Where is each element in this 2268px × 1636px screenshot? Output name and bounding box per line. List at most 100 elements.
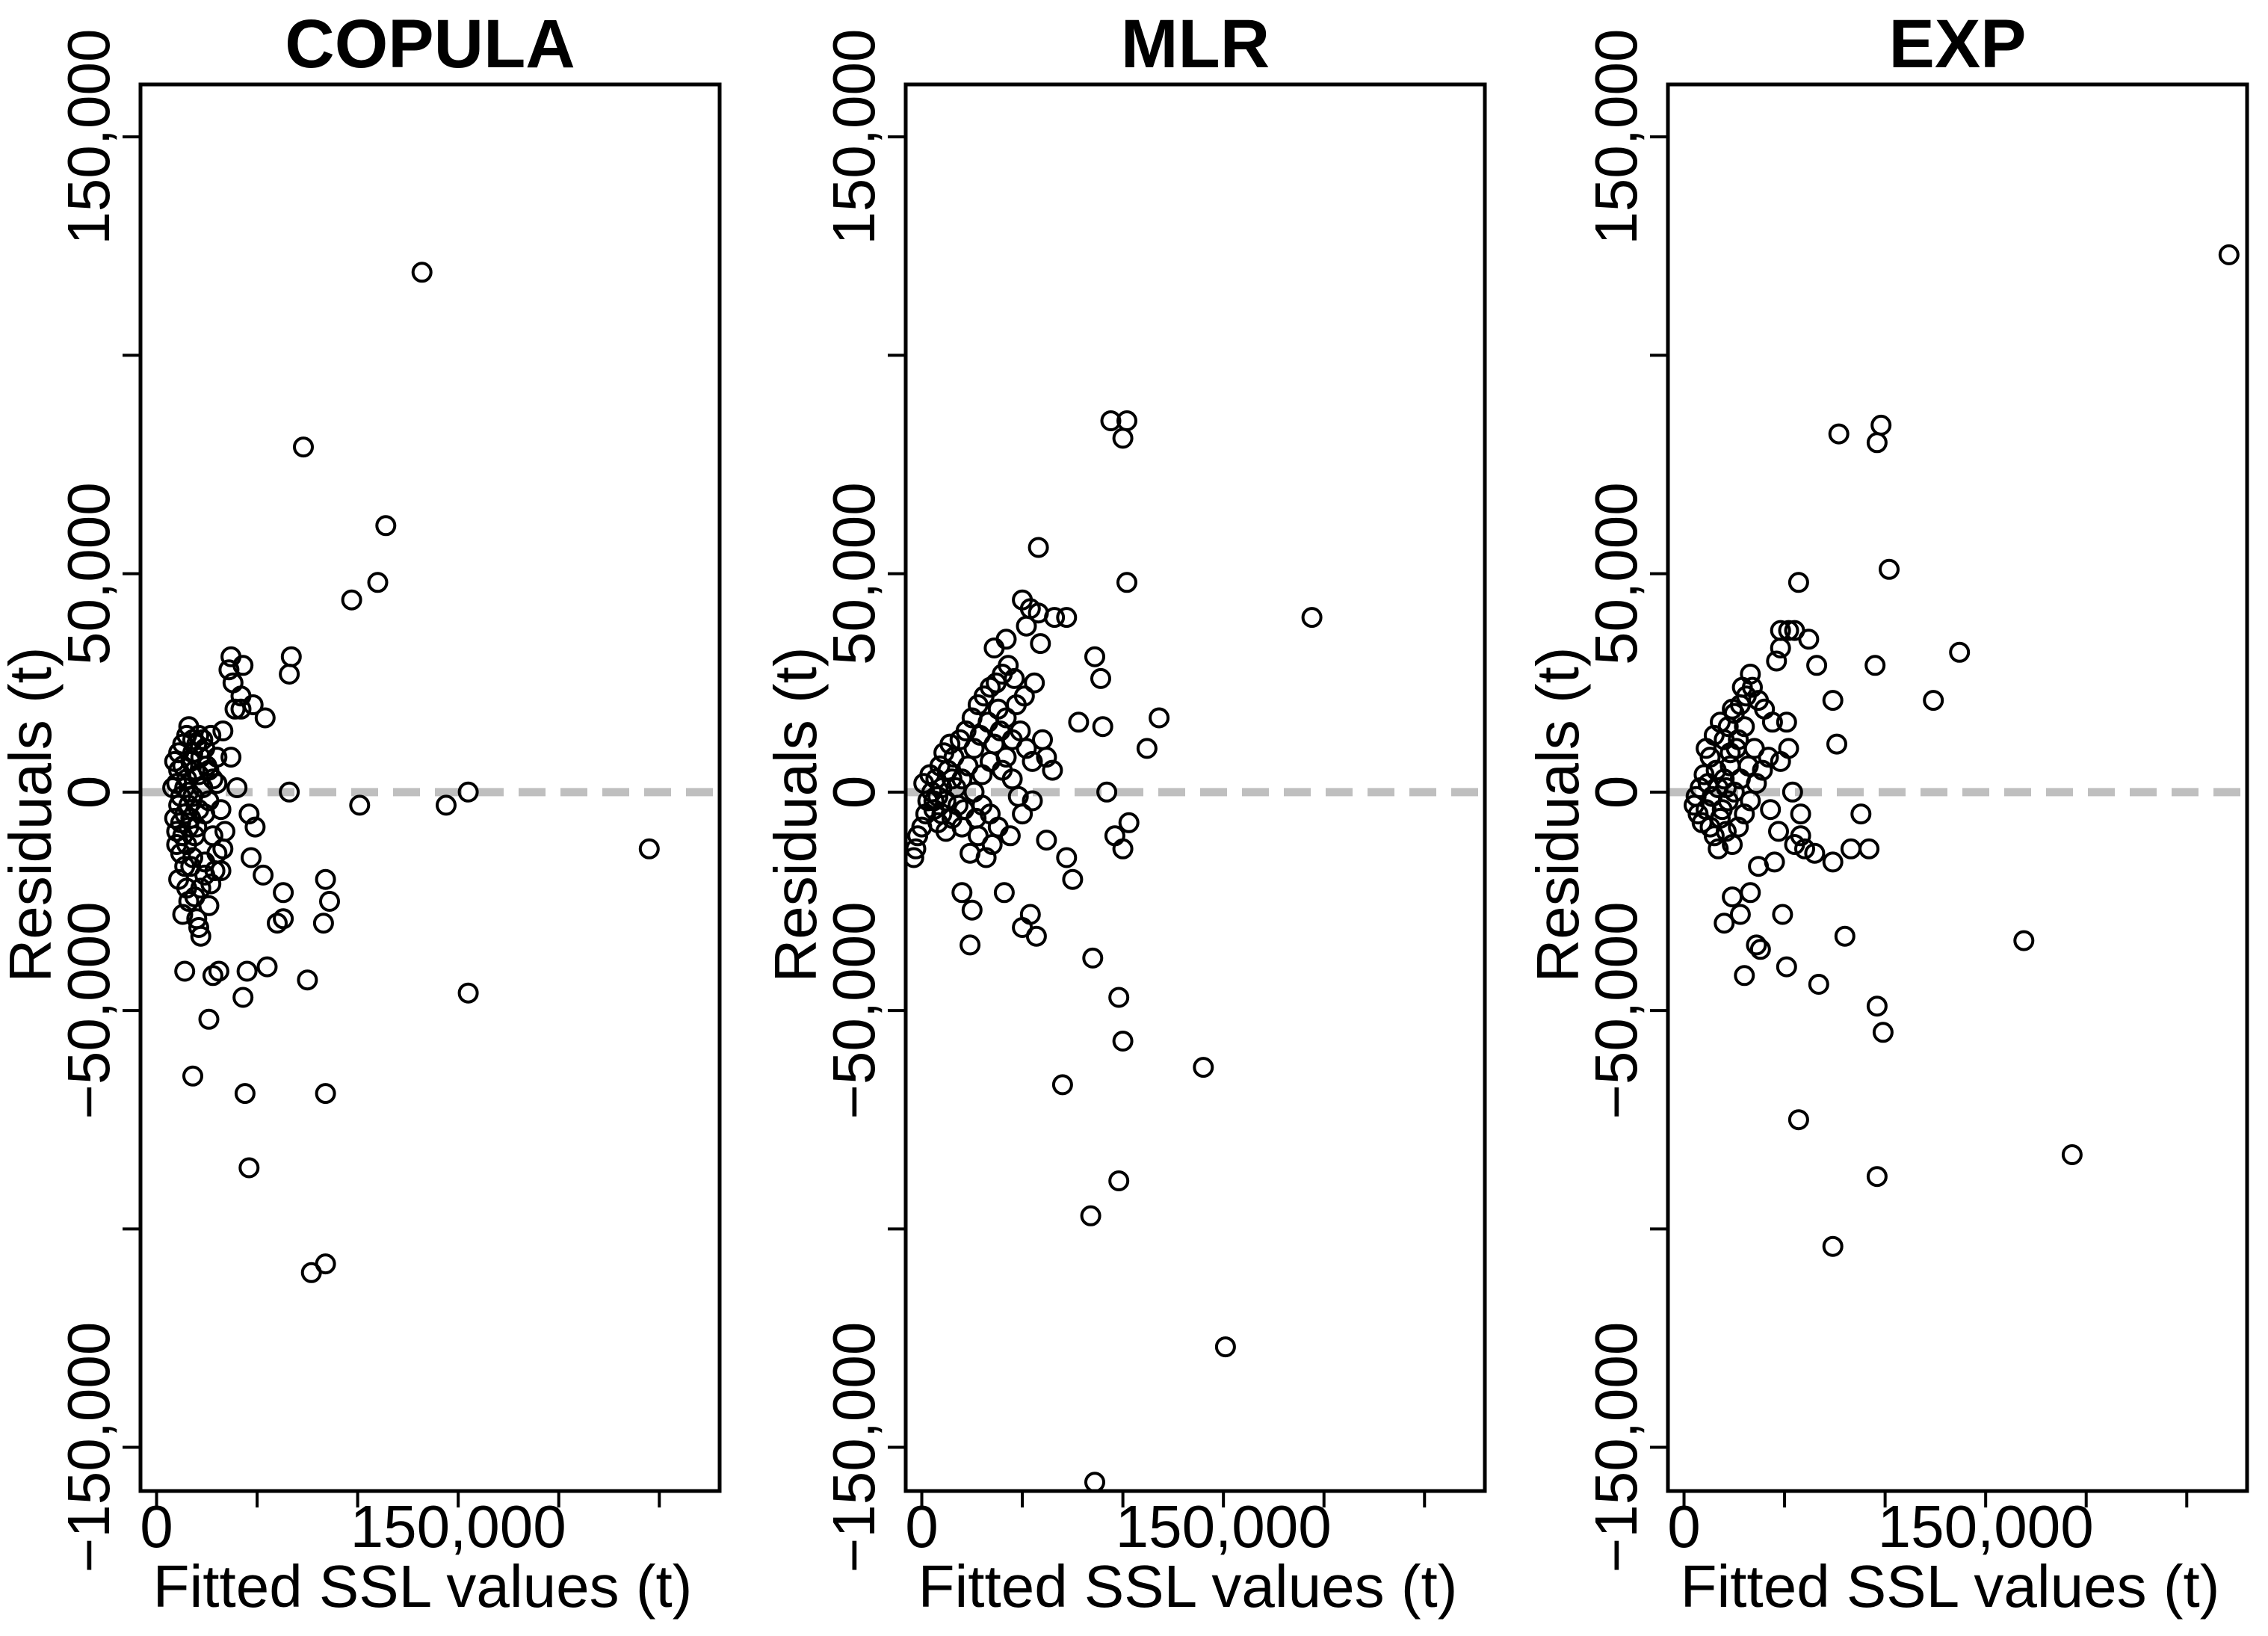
y-tick-label: 0 bbox=[821, 776, 887, 809]
data-point bbox=[232, 987, 254, 1008]
y-tick-label: −50,000 bbox=[55, 901, 122, 1119]
data-points bbox=[906, 410, 1323, 1491]
plot-frame bbox=[138, 82, 722, 1493]
data-point bbox=[1028, 537, 1049, 558]
data-point bbox=[1719, 742, 1741, 764]
data-point bbox=[983, 638, 1005, 658]
data-point bbox=[279, 664, 300, 685]
data-point bbox=[1016, 738, 1037, 759]
data-point bbox=[1794, 838, 1815, 859]
y-tick-label: −150,000 bbox=[55, 1322, 122, 1573]
data-point bbox=[174, 960, 196, 982]
plot-frame bbox=[903, 82, 1487, 1493]
x-tick-label: 0 bbox=[905, 1493, 939, 1560]
data-point bbox=[1866, 1166, 1888, 1188]
panel-exp: EXP −150,000 −50,000 0 50,000 150,000 0 150,000… bbox=[1524, 6, 2249, 1620]
data-point bbox=[206, 747, 228, 768]
data-point bbox=[1776, 956, 1797, 978]
data-point bbox=[273, 908, 294, 930]
data-point bbox=[987, 816, 1009, 838]
data-point bbox=[190, 925, 211, 947]
data-point bbox=[1822, 851, 1844, 873]
data-point bbox=[214, 821, 235, 842]
data-point bbox=[224, 698, 246, 720]
x-tick-label: 150,000 bbox=[1116, 1493, 1332, 1560]
data-point bbox=[1776, 711, 1797, 733]
data-point bbox=[244, 816, 266, 838]
data-point bbox=[1710, 807, 1731, 829]
data-point bbox=[174, 777, 196, 798]
data-point bbox=[1746, 934, 1767, 956]
data-point bbox=[293, 436, 314, 458]
data-point bbox=[254, 707, 276, 729]
data-point bbox=[1112, 427, 1134, 449]
data-point bbox=[1090, 667, 1111, 689]
data-point bbox=[1728, 816, 1749, 838]
data-point bbox=[960, 842, 981, 864]
data-point bbox=[939, 733, 961, 755]
data-point bbox=[1770, 750, 1791, 772]
data-point bbox=[188, 724, 209, 746]
y-tick-label: 150,000 bbox=[55, 29, 122, 245]
data-point bbox=[1787, 1109, 1809, 1131]
x-tick-label: 150,000 bbox=[350, 1493, 566, 1560]
data-point bbox=[1068, 711, 1090, 733]
data-point bbox=[1806, 655, 1828, 676]
data-point bbox=[349, 794, 371, 816]
x-axis-label: Fitted SSL values (t) bbox=[153, 1553, 693, 1620]
data-point bbox=[1036, 830, 1057, 851]
y-axis-label: Residuals (t) bbox=[1524, 646, 1591, 982]
data-point bbox=[1136, 738, 1158, 759]
data-point bbox=[1080, 1205, 1101, 1226]
data-point bbox=[1740, 664, 1761, 685]
data-point bbox=[1822, 1235, 1844, 1257]
data-point bbox=[1214, 1336, 1236, 1358]
data-point bbox=[1866, 996, 1888, 1017]
data-point bbox=[436, 794, 457, 816]
data-point bbox=[1879, 558, 1900, 580]
data-point bbox=[1092, 716, 1113, 738]
data-point bbox=[971, 764, 993, 785]
data-point bbox=[315, 1083, 336, 1105]
data-point bbox=[1858, 838, 1880, 859]
data-point bbox=[190, 877, 211, 899]
data-point bbox=[951, 882, 973, 904]
data-point bbox=[168, 868, 190, 890]
data-point bbox=[1772, 904, 1793, 925]
data-point bbox=[954, 799, 974, 821]
data-point bbox=[1710, 711, 1731, 733]
data-point bbox=[1734, 803, 1755, 825]
data-point bbox=[238, 1157, 260, 1179]
data-point bbox=[1024, 672, 1045, 694]
data-point bbox=[1782, 781, 1803, 803]
data-point bbox=[1748, 690, 1770, 711]
data-point bbox=[1016, 615, 1037, 637]
data-point bbox=[232, 655, 254, 676]
data-point bbox=[341, 589, 362, 611]
data-point bbox=[983, 733, 1005, 755]
data-point bbox=[315, 868, 336, 890]
y-tick-label: 50,000 bbox=[821, 482, 887, 665]
data-point bbox=[300, 1262, 322, 1283]
x-tick-label: 0 bbox=[1667, 1493, 1701, 1560]
data-point bbox=[182, 1065, 203, 1087]
data-point bbox=[1022, 750, 1043, 772]
data-point bbox=[200, 873, 222, 895]
data-point bbox=[236, 960, 258, 982]
data-point bbox=[1734, 965, 1755, 987]
data-point bbox=[1729, 904, 1751, 925]
data-point bbox=[457, 982, 479, 1004]
data-point bbox=[273, 882, 294, 904]
data-point bbox=[375, 515, 397, 537]
data-point bbox=[1864, 655, 1886, 676]
data-point bbox=[1044, 607, 1066, 629]
data-point bbox=[1734, 716, 1755, 738]
data-point bbox=[1108, 987, 1130, 1008]
data-point bbox=[1705, 759, 1727, 781]
data-point bbox=[1808, 974, 1829, 995]
data-point bbox=[1193, 1057, 1214, 1078]
panel-title: COPULA bbox=[285, 6, 575, 82]
data-point bbox=[1826, 733, 1847, 755]
data-point bbox=[172, 904, 194, 925]
